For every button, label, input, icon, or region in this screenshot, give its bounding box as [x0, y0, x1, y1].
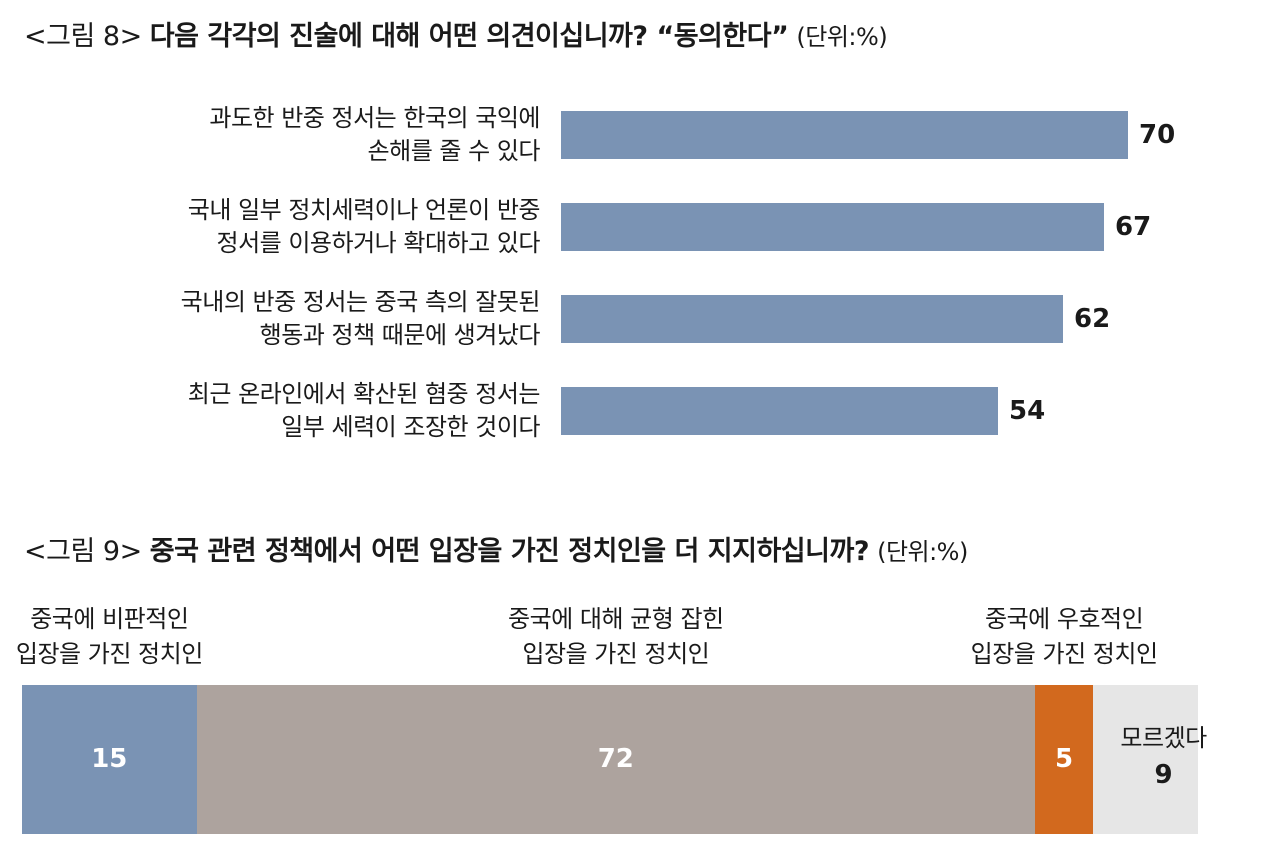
figure-9-unit: (단위:%) [877, 538, 968, 566]
bar-value-label: 67 [1115, 212, 1152, 242]
segment-value-label: 15 [91, 744, 128, 774]
figure-8-title: <그림 8> 다음 각각의 진술에 대해 어떤 의견이십니까? “동의한다” (… [24, 20, 888, 54]
bar [561, 295, 1063, 343]
bar-category-label: 국내의 반중 정서는 중국 측의 잘못된 행동과 정책 때문에 생겨났다 [180, 288, 541, 349]
figure-9-question: 중국 관련 정책에서 어떤 입장을 가진 정치인을 더 지지하십니까? [149, 536, 870, 567]
bar [561, 203, 1104, 251]
bar-category-label: 과도한 반중 정서는 한국의 국익에 손해를 줄 수 있다 [209, 104, 540, 165]
stacked-bar-segment [22, 685, 197, 834]
bar-value-label: 70 [1139, 120, 1176, 150]
segment-value-label: 9 [1154, 760, 1173, 790]
bar-value-label: 62 [1074, 304, 1111, 334]
segment-value-label: 72 [597, 744, 634, 774]
bar-value-label: 54 [1009, 396, 1046, 426]
segment-value-label: 5 [1055, 744, 1074, 774]
bar [561, 111, 1128, 159]
segment-category-label: 중국에 대해 균형 잡힌 입장을 가진 정치인 [508, 605, 724, 668]
segment-category-label: 모르겠다 [1120, 724, 1207, 752]
bar-category-label: 최근 온라인에서 확산된 혐중 정서는 일부 세력이 조장한 것이다 [187, 380, 541, 441]
stacked-bar-segment [1093, 685, 1198, 834]
figure-9-title: <그림 9> 중국 관련 정책에서 어떤 입장을 가진 정치인을 더 지지하십니… [24, 535, 968, 569]
figure-8-question: 다음 각각의 진술에 대해 어떤 의견이십니까? “동의한다” [149, 21, 789, 52]
bar-category-label: 국내 일부 정치세력이나 언론이 반중 정서를 이용하거나 확대하고 있다 [187, 196, 541, 257]
figure-9-number: <그림 9> [24, 536, 142, 567]
figure-8-number: <그림 8> [24, 21, 142, 52]
stacked-bar-segment [196, 685, 1035, 834]
stacked-bar-segment [1034, 685, 1094, 834]
segment-category-label: 중국에 비판적인 입장을 가진 정치인 [15, 605, 203, 668]
figure-8-unit: (단위:%) [796, 23, 888, 51]
segment-category-label: 중국에 우호적인 입장을 가진 정치인 [970, 605, 1158, 668]
bar [561, 387, 998, 435]
